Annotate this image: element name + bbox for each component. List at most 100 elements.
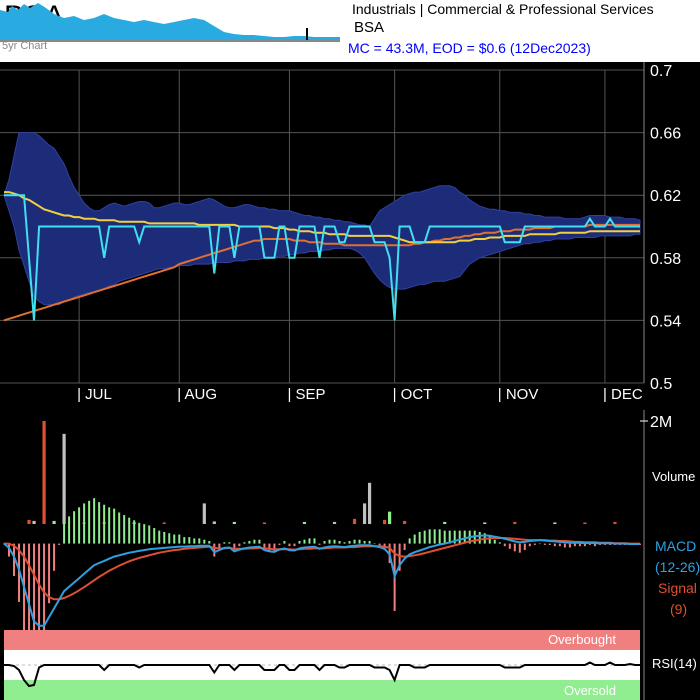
macd-histogram-bar (128, 517, 131, 544)
macd-histogram-bar (458, 530, 461, 544)
macd-histogram-bar (118, 512, 121, 544)
macd-histogram-bar (78, 507, 81, 544)
macd-histogram-bar (253, 539, 256, 544)
macd-histogram-bar (448, 530, 451, 544)
month-label: | NOV (498, 386, 539, 403)
macd-histogram-bar (428, 529, 431, 544)
macd-histogram-bar (283, 541, 286, 544)
oversold-label: Oversold (564, 683, 616, 698)
macd-histogram-bar (133, 520, 136, 544)
rsi-panel: Overbought Oversold RSI(14) (4, 630, 697, 700)
macd-histogram-bar (413, 534, 416, 544)
macd-histogram-bar (38, 543, 41, 667)
volume-bar (262, 522, 267, 524)
macd-histogram-bar (33, 543, 36, 684)
macd-histogram-bar (68, 516, 71, 544)
macd-histogram-bar (533, 543, 536, 545)
macd-histogram-bar (543, 543, 546, 545)
volume-bar (232, 521, 236, 524)
macd-histogram-bar (303, 539, 306, 544)
month-label: | DEC (603, 386, 643, 403)
volume-bar (62, 433, 66, 524)
rsi-line (4, 661, 640, 688)
volume-bar (367, 482, 372, 524)
volume-bar (443, 521, 447, 524)
volume-bar (302, 521, 307, 524)
five-year-chart-label: 5yr Chart (2, 40, 48, 52)
macd-histogram-bar (378, 543, 381, 547)
oversold-zone (4, 680, 640, 700)
overbought-label: Overbought (548, 632, 616, 647)
macd-histogram-bar (213, 543, 216, 557)
ticker-label: BSA (354, 19, 385, 36)
macd-histogram-bar (298, 541, 301, 544)
macd-histogram-bar (98, 502, 101, 544)
macd-histogram-bar (463, 530, 466, 544)
macd-histogram-bar (193, 538, 196, 544)
macd-histogram-bar (168, 533, 171, 544)
macd-histogram-bar (328, 539, 331, 544)
volume-panel: 2M Volume (27, 410, 695, 524)
volume-tick-label: 2M (650, 414, 672, 431)
macd-histogram-bar (408, 538, 411, 544)
macd-histogram-bar (583, 543, 586, 547)
macd-histogram-bar (218, 543, 221, 549)
macd-histogram-bar (568, 543, 571, 548)
price-tick-label: 0.7 (650, 63, 672, 80)
macd-histogram-bar (398, 543, 401, 571)
macd-histogram-bar (13, 543, 16, 576)
macd-histogram-bar (203, 539, 206, 544)
macd-histogram-bar (248, 541, 251, 544)
month-label: | SEP (287, 386, 325, 403)
volume-bar (162, 522, 166, 524)
macd-histogram-bar (183, 537, 186, 544)
volume-bar (382, 519, 387, 524)
macd-params-label: (12-26) (655, 559, 700, 575)
macd-histogram-bar (103, 504, 106, 544)
macd-histogram-bar (88, 500, 91, 544)
price-tick-label: 0.62 (650, 188, 681, 205)
volume-bar (553, 522, 557, 524)
macd-histogram-bar (418, 531, 421, 544)
macd-histogram-bar (93, 498, 96, 544)
macd-histogram-bar (333, 539, 336, 544)
macd-histogram-bar (228, 542, 231, 544)
sparkline-vol-base (0, 40, 340, 42)
macd-histogram-bar (403, 543, 406, 551)
macd-histogram-bar (478, 531, 481, 544)
volume-bar (583, 522, 587, 524)
macd-histogram-bar (293, 543, 296, 547)
price-tick-label: 0.58 (650, 251, 681, 268)
macd-histogram-bar (83, 503, 86, 544)
macd-histogram-bar (268, 543, 271, 552)
macd-histogram-bar (323, 541, 326, 544)
macd-histogram-bar (553, 543, 556, 547)
volume-bar (362, 503, 367, 524)
macd-histogram-bar (113, 508, 116, 544)
five-year-sparkline[interactable] (0, 0, 340, 42)
macd-histogram-bar (313, 538, 316, 544)
volume-bar (352, 518, 357, 524)
market-cap-line: MC = 43.3M, EOD = $0.6 (12Dec2023) (348, 40, 591, 56)
macd-histogram-bar (288, 543, 291, 547)
macd-histogram-bar (73, 511, 76, 544)
volume-bar (202, 503, 206, 524)
macd-histogram-bar (523, 543, 526, 551)
macd-histogram-bar (108, 507, 111, 544)
macd-histogram-bar (53, 543, 56, 571)
macd-histogram-bar (223, 542, 226, 544)
volume-bar (32, 520, 36, 524)
macd-histogram-bar (158, 530, 161, 544)
price-tick-label: 0.66 (650, 126, 681, 143)
macd-histogram-bar (443, 530, 446, 544)
volume-bar (27, 519, 31, 524)
volume-bar (212, 521, 216, 524)
rsi-label: RSI(14) (652, 656, 697, 671)
macd-histogram-bar (508, 543, 511, 549)
macd-histogram-bar (243, 542, 246, 544)
macd-histogram-bar (358, 539, 361, 544)
macd-histogram-bar (188, 537, 191, 544)
header-panel: BSA 5yr Chart Industrials | Commercial &… (0, 0, 700, 62)
macd-histogram-bar (353, 539, 356, 544)
macd-histogram-bar (48, 543, 51, 604)
